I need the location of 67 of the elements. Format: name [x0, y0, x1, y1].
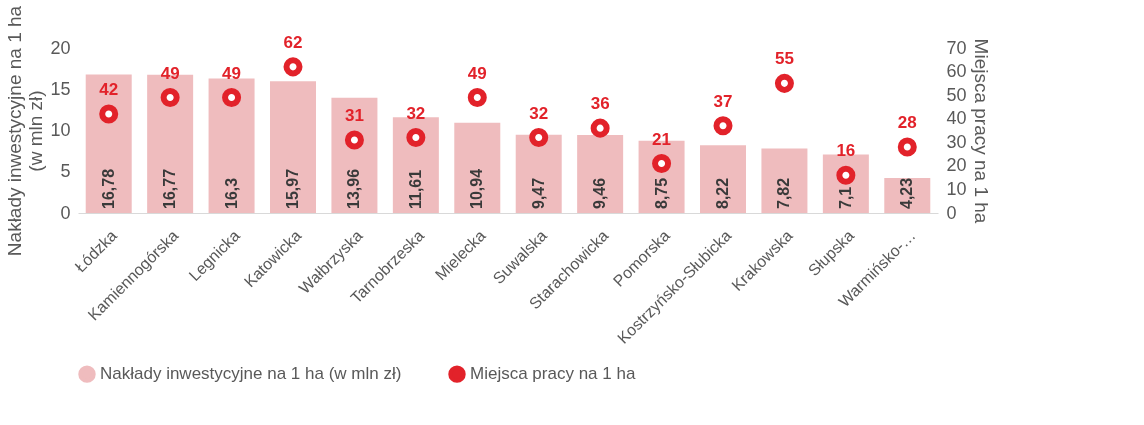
data-label: 49 — [160, 63, 180, 83]
data-label: 42 — [99, 80, 119, 99]
y2-tick-label: 0 — [946, 202, 957, 223]
bar — [454, 122, 501, 213]
legend-label: Nakłady inwestycyjne na 1 ha (w mln zł) — [100, 364, 402, 384]
point — [99, 104, 119, 124]
data-label: 16,77 — [161, 168, 179, 209]
data-label: 8,75 — [652, 177, 670, 209]
data-label: 8,22 — [714, 177, 731, 209]
y2-tick-label: 10 — [946, 178, 967, 199]
y2-tick-label: 30 — [946, 131, 967, 152]
point — [590, 118, 610, 138]
data-label: 49 — [222, 63, 242, 83]
point — [160, 87, 180, 108]
data-label: 55 — [774, 49, 794, 69]
bar — [208, 78, 255, 213]
data-label: 62 — [283, 32, 303, 52]
y2-tick-label: 70 — [946, 37, 967, 58]
y-tick-label: 20 — [50, 37, 71, 58]
bar — [392, 117, 439, 213]
bar — [700, 145, 746, 213]
point — [283, 57, 303, 77]
data-label: 32 — [529, 103, 549, 123]
data-label: 31 — [344, 105, 364, 125]
bar — [270, 81, 316, 213]
data-label: 13,96 — [345, 168, 363, 209]
point — [897, 137, 917, 157]
y2-tick-label: 50 — [946, 84, 967, 105]
y2-tick-label: 20 — [946, 155, 967, 176]
y2-tick-label: 40 — [946, 108, 967, 129]
data-label: 16,78 — [99, 168, 117, 209]
point — [344, 130, 364, 150]
bar — [85, 74, 132, 213]
y-axis-title: Nakłady inwestycyjne na 1 ha (w mln zł) — [4, 5, 47, 257]
data-label: 15,97 — [284, 168, 301, 209]
data-label: 9,47 — [529, 177, 547, 209]
y-tick-label: 10 — [50, 120, 71, 140]
point — [529, 128, 549, 148]
point — [713, 116, 733, 136]
data-label: 16,3 — [222, 177, 240, 209]
legend-label: Miejsca pracy na 1 ha — [470, 364, 636, 384]
data-label: 9,46 — [591, 177, 609, 209]
data-label: 32 — [406, 103, 426, 123]
data-label: 4,23 — [898, 177, 916, 209]
data-label: 28 — [897, 113, 917, 132]
y-tick-label: 0 — [60, 202, 71, 223]
point — [406, 128, 426, 148]
point — [467, 87, 487, 108]
point — [222, 87, 242, 108]
bar — [761, 148, 808, 213]
y2-axis-title: Miejsca pracy na 1 ha — [970, 38, 992, 224]
point — [774, 73, 794, 93]
data-label: 37 — [713, 91, 733, 111]
data-label: 7,82 — [775, 177, 793, 209]
data-label: 7,1 — [836, 186, 854, 209]
bar — [331, 97, 378, 213]
point — [652, 153, 672, 174]
data-label: 49 — [467, 63, 487, 83]
data-label: 21 — [652, 129, 672, 149]
bar — [577, 134, 624, 213]
data-label: 10,94 — [468, 168, 486, 209]
data-label: 11,61 — [406, 169, 424, 209]
data-label: 36 — [590, 94, 610, 114]
y2-tick-label: 60 — [946, 61, 967, 82]
y-tick-label: 5 — [60, 161, 71, 182]
y-tick-label: 15 — [50, 78, 71, 99]
data-label: 16 — [836, 141, 856, 161]
